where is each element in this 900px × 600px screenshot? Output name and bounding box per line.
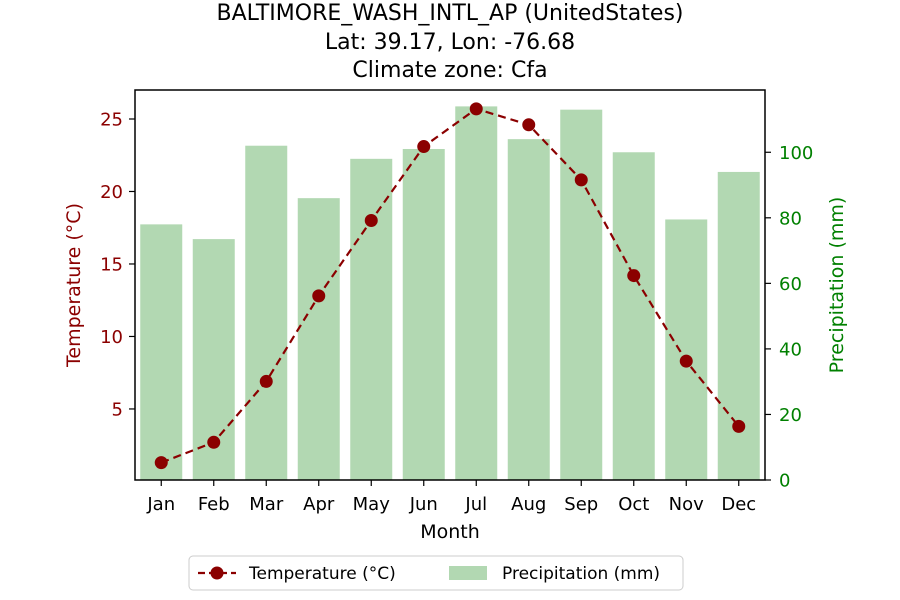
temperature-point-jun [417, 140, 431, 154]
left-tick-label: 20 [100, 182, 123, 203]
precipitation-bar-mar [245, 145, 288, 480]
chart-title-line-2: Lat: 39.17, Lon: -76.68 [325, 30, 575, 55]
x-tick-label: Feb [198, 494, 230, 515]
legend-precipitation-swatch [449, 566, 487, 580]
x-tick-label: Jul [464, 494, 487, 515]
right-tick-label: 20 [779, 405, 802, 426]
x-tick-label: Aug [511, 494, 546, 515]
right-tick-label: 0 [779, 471, 790, 492]
x-tick-label: Nov [669, 494, 704, 515]
x-tick-label: Dec [721, 494, 756, 515]
x-tick-label: Apr [303, 494, 335, 515]
right-axis-ticks: 0 20 40 60 80 100 [765, 143, 813, 492]
legend-temperature-marker [210, 566, 224, 580]
x-tick-label: Jan [146, 494, 175, 515]
x-axis-ticks: Jan Feb Mar Apr May Jun Jul Aug Sep Oct Nov Dec [146, 480, 756, 515]
left-tick-label: 15 [100, 254, 123, 275]
precipitation-bar-oct [612, 152, 655, 480]
temperature-point-mar [259, 374, 273, 388]
right-tick-label: 40 [779, 339, 802, 360]
legend-box [188, 555, 684, 591]
x-tick-label: Oct [618, 494, 649, 515]
legend-temperature-label: Temperature (°C) [248, 564, 396, 584]
temperature-point-nov [679, 354, 693, 368]
precipitation-bar-may [350, 158, 393, 480]
x-axis-label: Month [420, 521, 480, 543]
temperature-point-jul [469, 102, 483, 116]
chart-title-line-3: Climate zone: Cfa [352, 58, 547, 83]
legend-precipitation-label: Precipitation (mm) [502, 564, 660, 584]
precipitation-bar-jul [455, 106, 498, 481]
temperature-point-jan [154, 456, 168, 470]
x-tick-label: May [353, 494, 391, 515]
left-tick-label: 10 [100, 327, 123, 348]
x-tick-label: Sep [564, 494, 598, 515]
precipitation-bars [140, 106, 760, 481]
precipitation-bar-jan [140, 224, 183, 480]
right-tick-label: 60 [779, 274, 802, 295]
left-tick-label: 5 [112, 399, 123, 420]
plot-frame [134, 89, 766, 481]
right-axis-label: Precipitation (mm) [826, 197, 848, 374]
left-tick-label: 25 [100, 109, 123, 130]
temperature-point-dec [732, 419, 746, 433]
temperature-series-line [160, 107, 740, 464]
temperature-point-sep [574, 173, 588, 187]
temperature-point-feb [207, 435, 221, 449]
precipitation-bar-apr [297, 198, 340, 481]
x-tick-label: Jun [409, 494, 438, 515]
left-axis-label: Temperature (°C) [63, 203, 85, 368]
temperature-point-aug [522, 118, 536, 132]
legend: Temperature (°C) Precipitation (mm) [188, 555, 684, 591]
precipitation-bar-nov [665, 219, 708, 480]
temperature-point-oct [627, 269, 641, 283]
temperature-points [154, 102, 746, 470]
chart-title-line-1: BALTIMORE_WASH_INTL_AP (UnitedStates) [217, 1, 684, 26]
chart-title: BALTIMORE_WASH_INTL_AP (UnitedStates) La… [217, 1, 684, 83]
temperature-point-may [364, 213, 378, 227]
temperature-line [160, 107, 740, 464]
precipitation-bar-dec [717, 171, 760, 480]
right-tick-label: 80 [779, 208, 802, 229]
x-tick-label: Mar [249, 494, 284, 515]
precipitation-bar-sep [560, 109, 603, 480]
temperature-point-apr [312, 289, 326, 303]
precipitation-bar-jun [402, 148, 445, 481]
right-tick-label: 100 [779, 143, 813, 164]
precipitation-bar-aug [507, 139, 550, 480]
left-axis-ticks: 5 10 15 20 25 [100, 109, 135, 420]
